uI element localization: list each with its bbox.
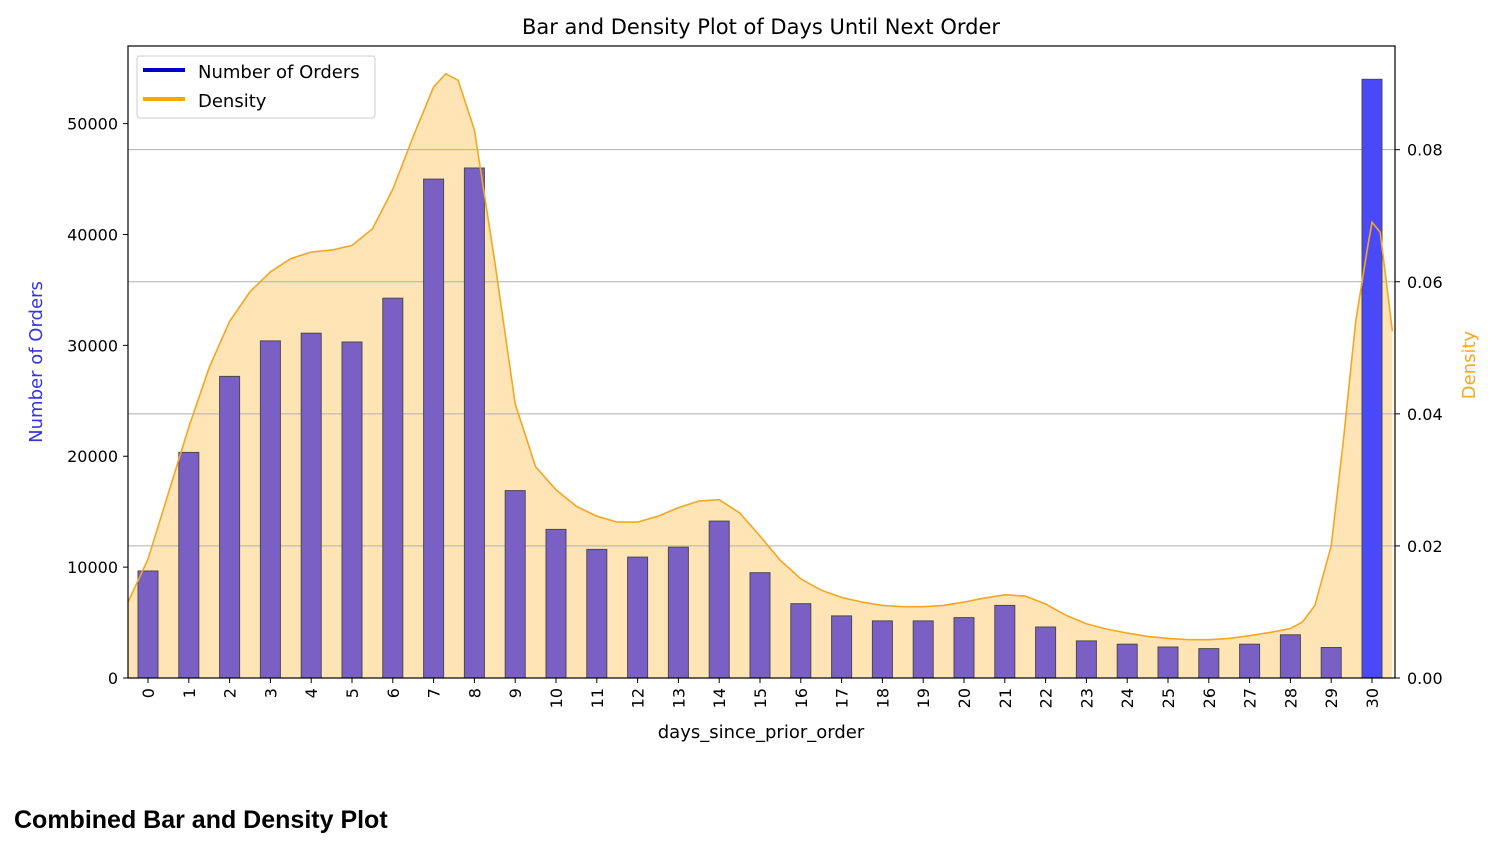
bar-6 — [382, 297, 404, 679]
chart-title: Bar and Density Plot of Days Until Next … — [522, 15, 1000, 39]
bar-25 — [1157, 646, 1179, 679]
x-axis-label: days_since_prior_order — [658, 722, 865, 743]
y-tick-label: 30000 — [67, 336, 118, 355]
bar-22 — [1035, 626, 1057, 679]
bar-9 — [504, 490, 526, 679]
y-tick-label: 50000 — [67, 115, 118, 134]
x-tick-label: 25 — [1159, 688, 1178, 708]
bar-0 — [137, 570, 159, 679]
bar-13 — [667, 546, 689, 679]
x-tick-label: 7 — [425, 688, 444, 698]
y2-tick-label: 0.00 — [1407, 669, 1443, 688]
x-tick-label: 22 — [1037, 688, 1056, 708]
bar-7 — [423, 178, 445, 679]
bar-8 — [463, 167, 485, 679]
bars-layer — [137, 78, 1383, 679]
x-tick-label: 12 — [629, 688, 648, 708]
x-tick-label: 5 — [343, 688, 362, 698]
x-tick-label: 19 — [914, 688, 933, 708]
bar-19 — [912, 620, 934, 679]
x-tick-label: 16 — [792, 688, 811, 708]
y2-tick-label: 0.06 — [1407, 273, 1443, 292]
y-tick-label: 0 — [108, 669, 118, 688]
figure-caption: Combined Bar and Density Plot — [14, 806, 388, 834]
y2-tick-label: 0.02 — [1407, 537, 1443, 556]
x-tick-label: 28 — [1281, 688, 1300, 708]
y-tick-label: 40000 — [67, 225, 118, 244]
x-tick-label: 18 — [873, 688, 892, 708]
y2-axis-label: Density — [1459, 330, 1480, 399]
y-tick-label: 10000 — [67, 558, 118, 577]
x-tick-label: 23 — [1077, 688, 1096, 708]
x-tick-label: 29 — [1322, 688, 1341, 708]
bar-11 — [586, 548, 608, 679]
x-tick-label: 11 — [588, 688, 607, 708]
x-tick-label: 6 — [384, 688, 403, 698]
density-line-layer — [127, 72, 1394, 641]
bar-14 — [708, 520, 730, 679]
bar-10 — [545, 528, 567, 679]
x-tick-label: 0 — [139, 688, 158, 698]
density-line — [127, 72, 1394, 641]
bar-3 — [259, 340, 281, 679]
x-tick-label: 10 — [547, 688, 566, 708]
bar-29 — [1320, 647, 1342, 679]
y-ticks-right: 0.00 0.02 0.04 0.06 0.08 — [1395, 141, 1443, 688]
bar-4 — [300, 332, 322, 679]
grid-layer — [128, 149, 1395, 547]
bar-15 — [749, 572, 771, 679]
y-axis-label: Number of Orders — [26, 281, 47, 443]
bar-1 — [178, 451, 200, 679]
x-ticks: 0 1 2 3 4 5 6 7 8 9 10 11 12 13 14 15 16 17 18 19 20 21 22 23 24… — [139, 678, 1382, 708]
legend-label-orders: Number of Orders — [198, 62, 360, 83]
legend-label-density: Density — [198, 91, 267, 112]
bar-5 — [341, 341, 363, 679]
plot-frame — [127, 45, 1396, 679]
y2-tick-label: 0.08 — [1407, 141, 1443, 160]
x-tick-label: 15 — [751, 688, 770, 708]
x-tick-label: 8 — [465, 688, 484, 698]
bar-26 — [1198, 648, 1220, 679]
bar-17 — [831, 615, 853, 679]
x-tick-label: 30 — [1363, 688, 1382, 708]
x-tick-label: 20 — [955, 688, 974, 708]
x-tick-label: 2 — [221, 688, 240, 698]
x-tick-label: 9 — [506, 688, 525, 698]
legend: Number of Orders Density — [136, 55, 376, 119]
bar-24 — [1116, 643, 1138, 679]
x-tick-label: 1 — [180, 688, 199, 698]
y2-tick-label: 0.04 — [1407, 405, 1443, 424]
x-tick-label: 26 — [1200, 688, 1219, 708]
chart: 0 1 2 3 4 5 6 7 8 9 10 11 12 13 14 15 16 17 18 19 20 21 22 23 24… — [26, 15, 1480, 743]
bar-28 — [1279, 634, 1301, 679]
x-tick-label: 27 — [1241, 688, 1260, 708]
bar-30 — [1361, 78, 1383, 679]
bar-18 — [871, 620, 893, 679]
bar-21 — [994, 604, 1016, 679]
bar-2 — [219, 375, 241, 679]
x-tick-label: 17 — [833, 688, 852, 708]
bar-16 — [790, 603, 812, 679]
bar-12 — [627, 556, 649, 679]
x-tick-label: 21 — [996, 688, 1015, 708]
y-tick-label: 20000 — [67, 447, 118, 466]
bar-27 — [1239, 643, 1261, 679]
x-tick-label: 13 — [669, 688, 688, 708]
bar-20 — [953, 617, 975, 679]
x-tick-label: 3 — [261, 688, 280, 698]
bar-23 — [1075, 640, 1097, 679]
legend-frame — [136, 55, 376, 119]
x-tick-label: 24 — [1118, 688, 1137, 708]
x-tick-label: 4 — [302, 688, 321, 698]
x-tick-label: 14 — [710, 688, 729, 708]
y-ticks-left: 0 10000 20000 30000 40000 50000 — [67, 115, 128, 688]
